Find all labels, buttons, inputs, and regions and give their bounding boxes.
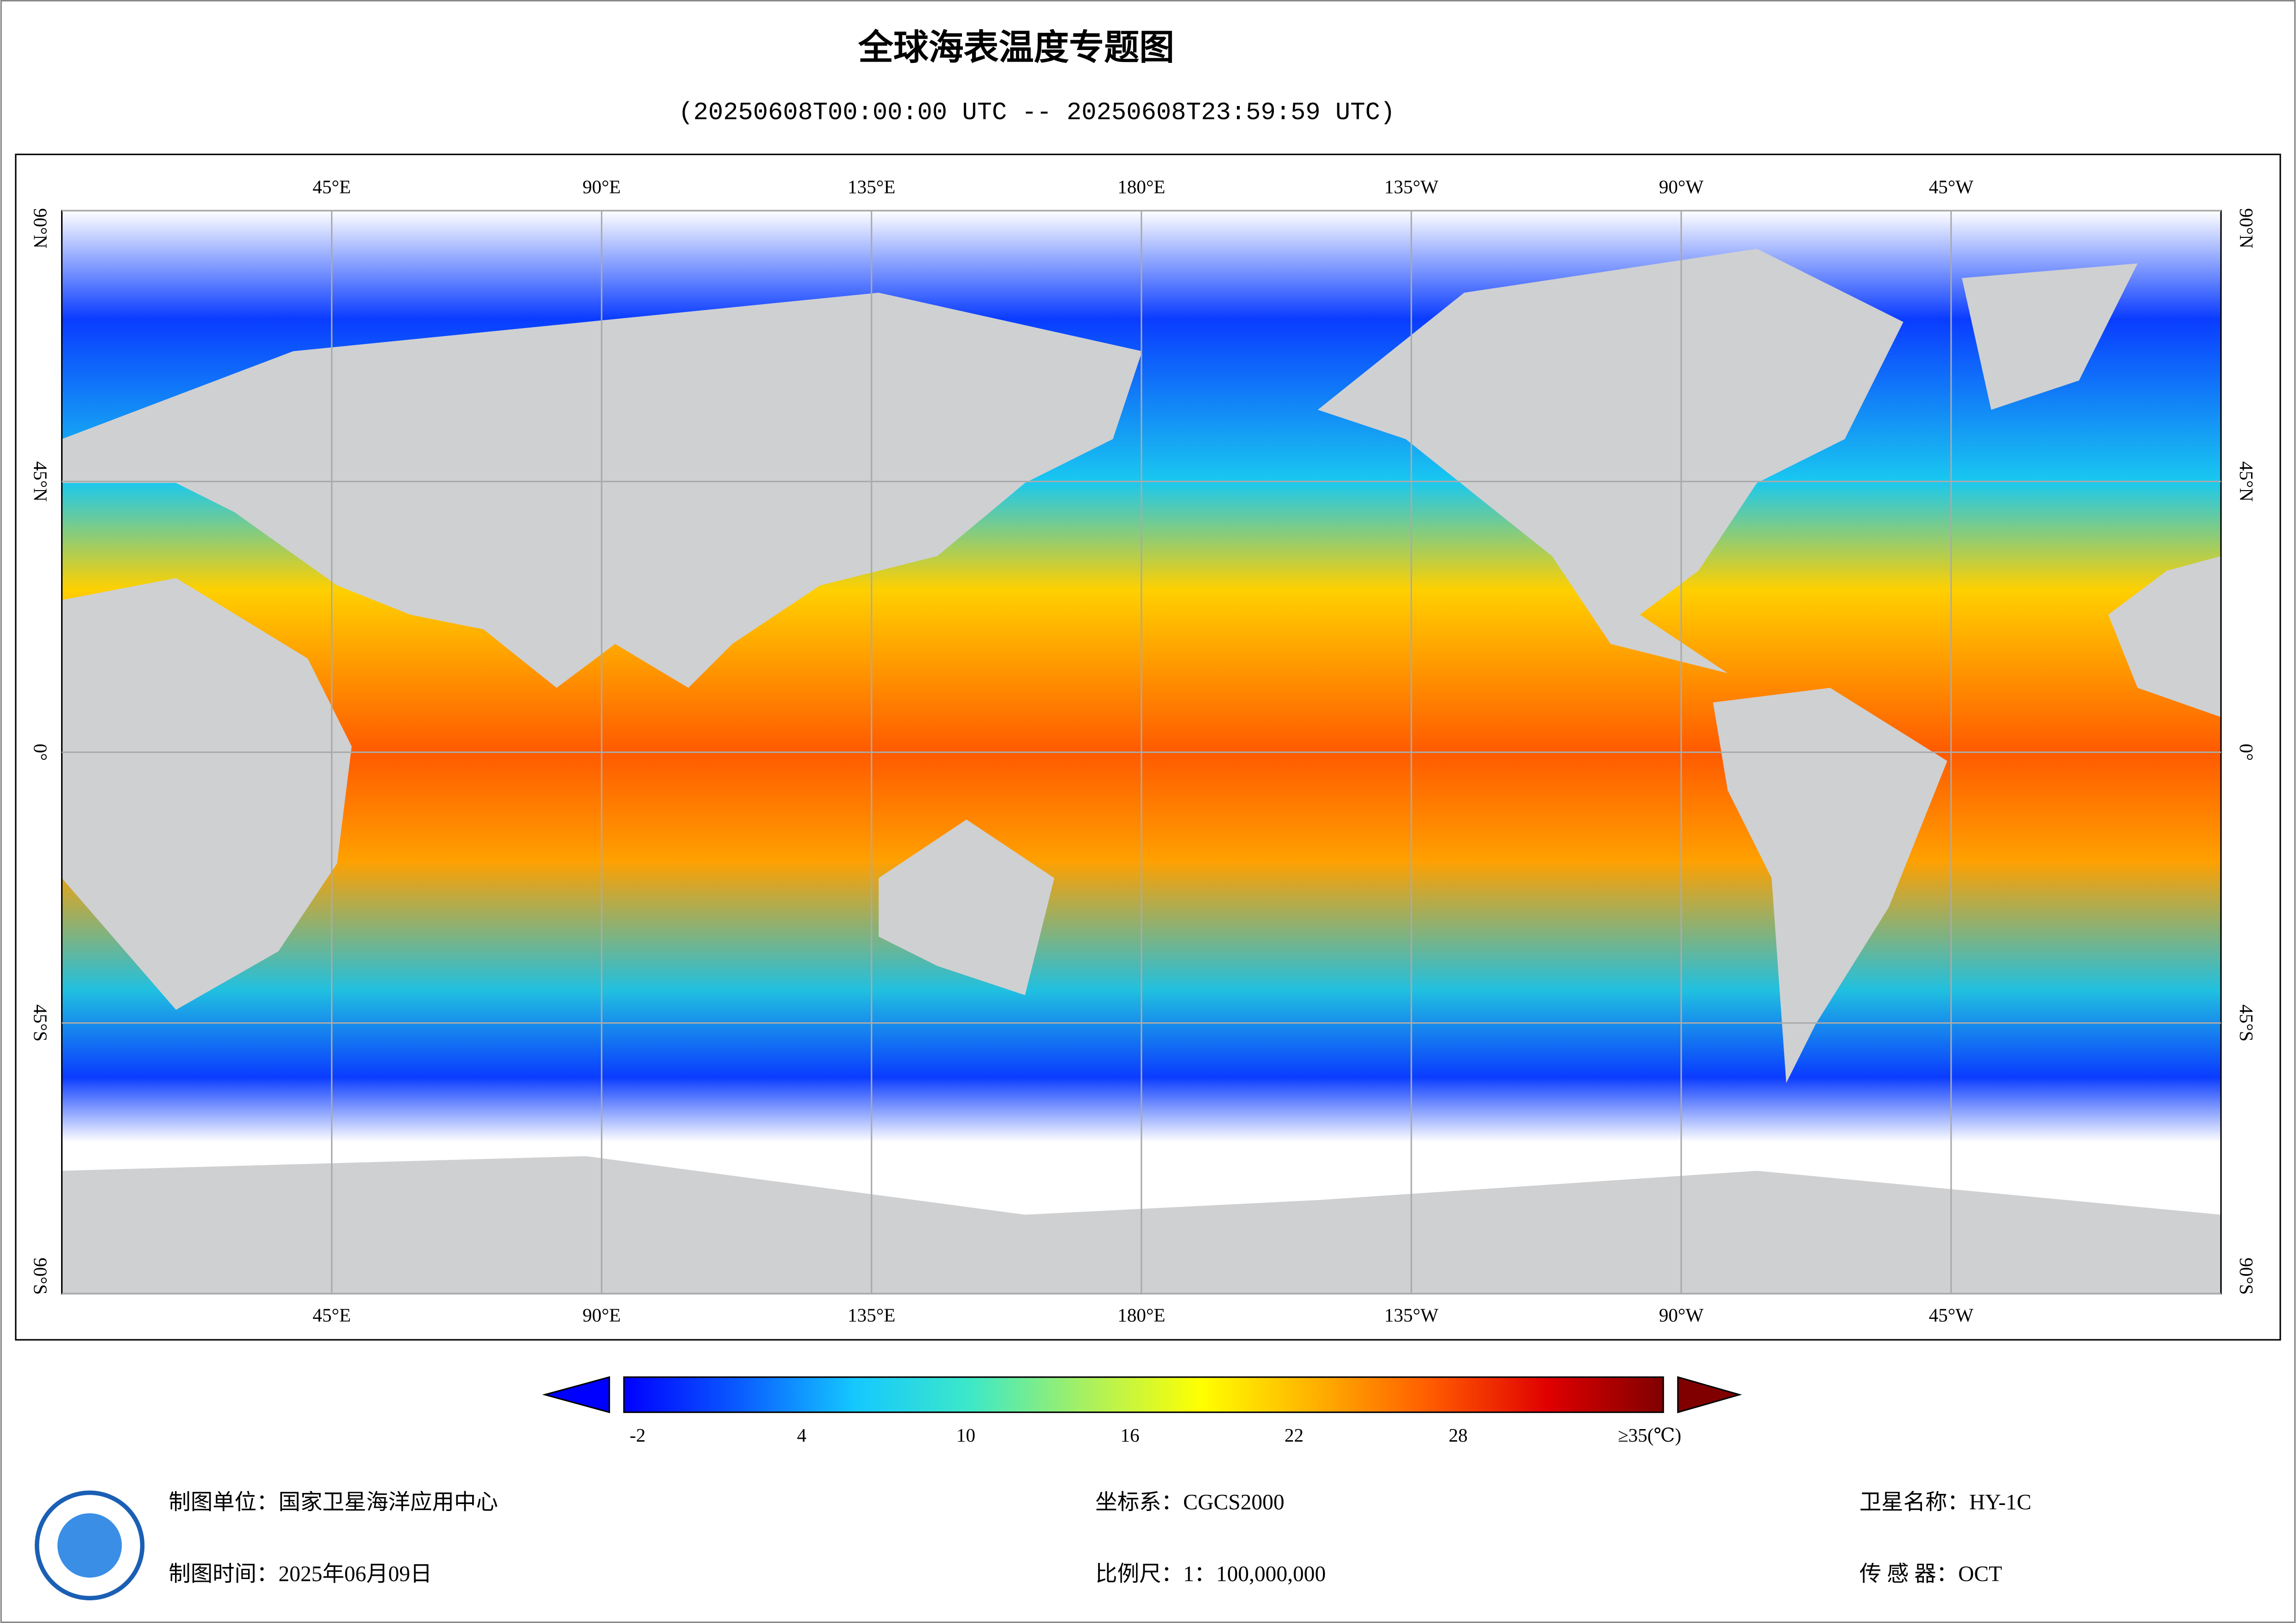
lat-label: 0°	[2236, 744, 2257, 761]
lon-label: 135°E	[848, 176, 895, 197]
lat-label: 90°N	[30, 208, 51, 249]
colorbar-tick-label: 22	[1285, 1424, 1304, 1446]
lon-label: 135°W	[1384, 176, 1438, 197]
lon-label: 45°W	[1929, 1305, 1974, 1326]
lon-label: 90°W	[1659, 176, 1704, 197]
lat-label: 45°S	[30, 1004, 51, 1041]
lon-label: 45°W	[1929, 176, 1974, 197]
lat-label: 90°S	[2236, 1257, 2257, 1294]
lat-label: 45°S	[2236, 1004, 2257, 1041]
colorbar-tick-label: ≥35(℃)	[1618, 1424, 1681, 1446]
land-north-america	[1317, 249, 1903, 673]
land-west-africa	[2108, 556, 2221, 717]
colorbar-over	[1677, 1376, 1742, 1413]
lon-label: 45°E	[312, 176, 351, 197]
colorbar: -2 4 10 16 22 28 ≥35(℃)	[542, 1376, 1742, 1446]
lon-label: 90°E	[582, 176, 621, 197]
crs: 坐标系：CGCS2000	[1095, 1491, 1284, 1515]
map-frame	[15, 154, 2281, 1341]
lat-label: 90°N	[2236, 208, 2257, 249]
colorbar-tick-label: -2	[630, 1424, 645, 1446]
land-africa	[62, 578, 352, 1010]
map-title: 全球海表温度专题图	[858, 27, 1174, 68]
lon-label: 180°E	[1117, 176, 1165, 197]
land-greenland	[1962, 263, 2138, 410]
logo-globe	[57, 1513, 122, 1578]
lat-label: 45°N	[30, 461, 51, 502]
lat-label: 90°S	[30, 1257, 51, 1294]
lat-label: 0°	[30, 744, 51, 761]
scale: 比例尺：1：100,000,000	[1095, 1562, 1326, 1586]
colorbar-tick-label: 10	[956, 1424, 975, 1446]
lon-label: 90°E	[582, 1305, 621, 1326]
map-subtitle: (20250608T00:00:00 UTC -- 20250608T23:59…	[679, 99, 1395, 127]
lat-label: 45°N	[2236, 461, 2257, 502]
colorbar-bar	[623, 1376, 1664, 1413]
footer: 制图单位：国家卫星海洋应用中心 制图时间：2025年06月09日 坐标系：CGC…	[35, 1491, 2031, 1600]
date: 制图时间：2025年06月09日	[168, 1562, 432, 1586]
sensor: 传 感 器：OCT	[1859, 1562, 2002, 1586]
lon-label: 90°W	[1659, 1305, 1704, 1326]
land-south-america	[1713, 688, 1947, 1083]
satellite: 卫星名称：HY-1C	[1859, 1491, 2031, 1515]
colorbar-tick-label: 16	[1120, 1424, 1139, 1446]
lon-label: 45°E	[312, 1305, 351, 1326]
lon-label: 135°E	[848, 1305, 895, 1326]
colorbar-tick-label: 4	[797, 1424, 807, 1446]
colorbar-tick-label: 28	[1448, 1424, 1467, 1446]
lon-label: 180°E	[1117, 1305, 1165, 1326]
land-australia	[879, 819, 1054, 995]
colorbar-under	[542, 1376, 610, 1413]
producer: 制图单位：国家卫星海洋应用中心	[168, 1491, 498, 1515]
lon-label: 135°W	[1384, 1305, 1438, 1326]
